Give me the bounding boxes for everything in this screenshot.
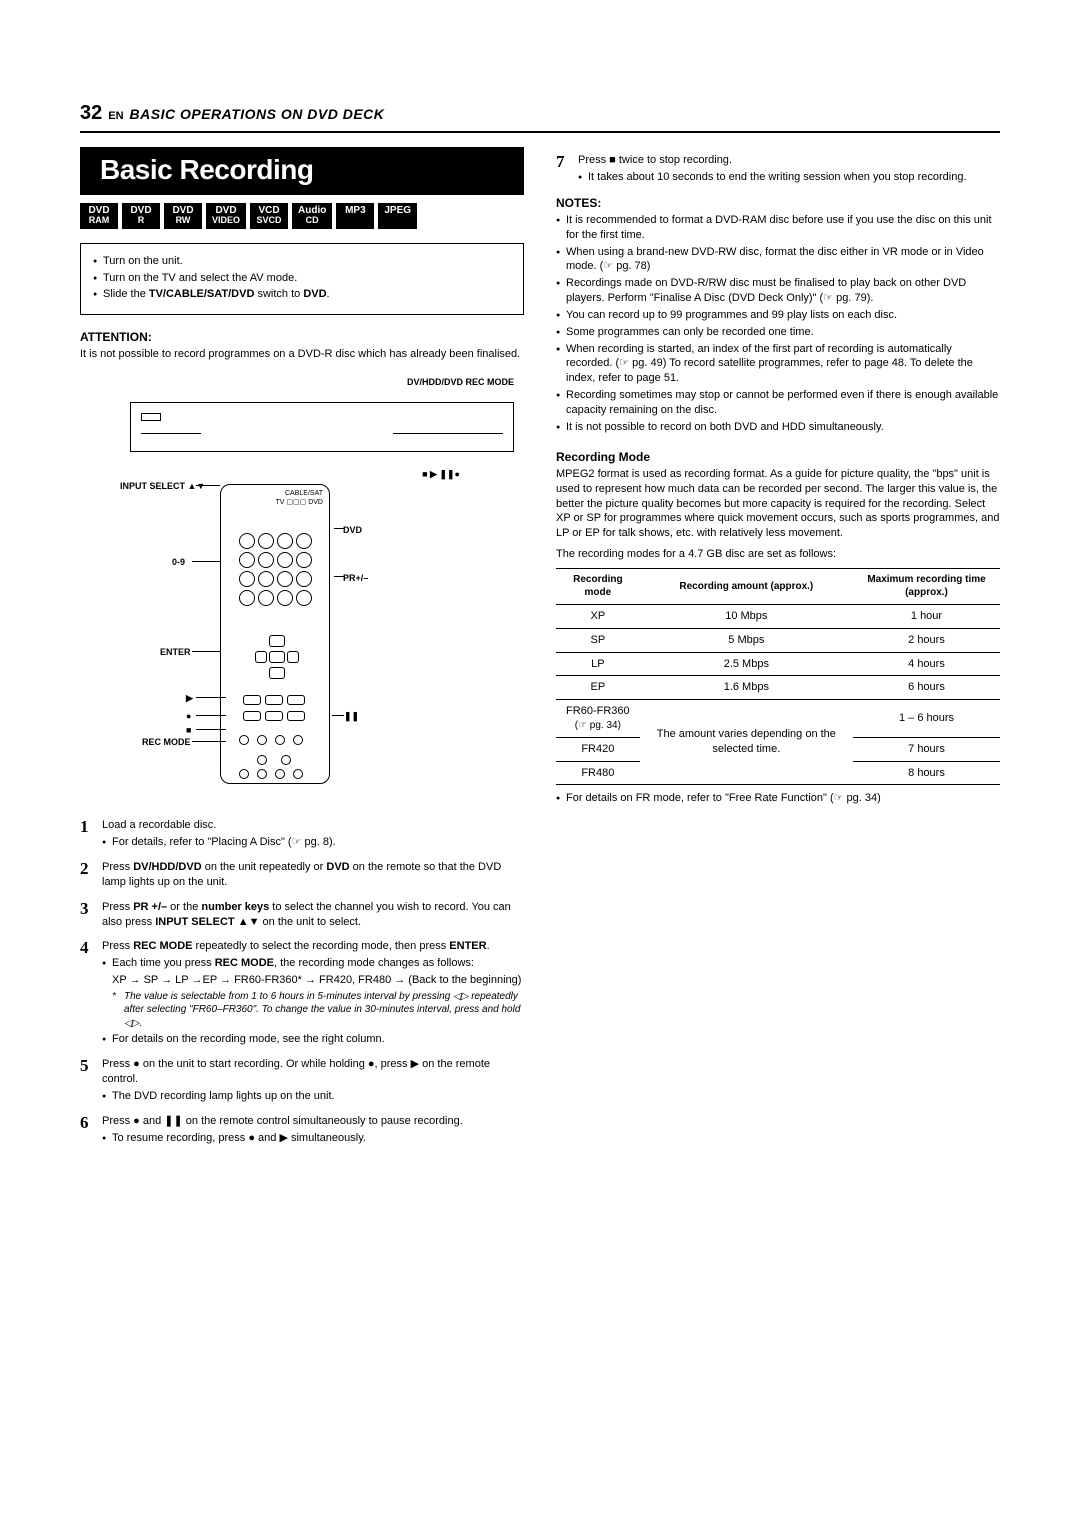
notes-list: It is recommended to format a DVD-RAM di… — [556, 213, 1000, 435]
recmode-para1: MPEG2 format is used as recording format… — [556, 467, 1000, 541]
recmode-heading: Recording Mode — [556, 449, 1000, 465]
attention-text: It is not possible to record programmes … — [80, 347, 524, 362]
format-badge: DVDR — [122, 203, 160, 229]
step-text: Press ● on the unit to start recording. … — [102, 1058, 490, 1085]
list-item: You can record up to 99 programmes and 9… — [556, 308, 1000, 323]
th-mode: Recording mode — [556, 568, 640, 604]
diagram-label-stop: ■ — [186, 724, 191, 736]
lang-code: EN — [108, 109, 123, 124]
recmode-tbody: XP10 Mbps1 hour SP5 Mbps2 hours LP2.5 Mb… — [556, 604, 1000, 784]
step-5: Press ● on the unit to start recording. … — [80, 1057, 524, 1104]
format-badge: DVDVIDEO — [206, 203, 246, 229]
diagram-label-play: ▶ — [186, 692, 193, 704]
diagram-label-tvdvd: TV ▢▢▢ DVD — [276, 498, 323, 507]
remote-outline: CABLE/SAT TV ▢▢▢ DVD — [220, 484, 330, 784]
diagram-label-dvd: DVD — [343, 524, 362, 536]
format-badge: DVDRAM — [80, 203, 118, 229]
steps-right: Press ■ twice to stop recording. It take… — [556, 153, 1000, 185]
step-4: Press REC MODE repeatedly to select the … — [80, 939, 524, 1047]
diagram-label-top: DV/HDD/DVD REC MODE — [407, 376, 514, 388]
format-badge: JPEG — [378, 203, 417, 229]
list-item: Some programmes can only be recorded one… — [556, 325, 1000, 340]
hardware-diagram: DV/HDD/DVD REC MODE INPUT SELECT ▲▼ ■ ▶ … — [80, 376, 524, 806]
diagram-label-rec: ● — [186, 710, 191, 722]
step-3: Press PR +/– or the number keys to selec… — [80, 900, 524, 930]
cell-fr-time1: 1 – 6 hours — [853, 700, 1000, 737]
topic-title: Basic Recording — [90, 147, 524, 195]
list-item: When recording is started, an index of t… — [556, 342, 1000, 387]
format-badge-row: DVDRAMDVDRDVDRWDVDVIDEOVCDSVCDAudioCDMP3… — [80, 203, 524, 229]
step-sub: For details, refer to "Placing A Disc" (… — [102, 835, 524, 850]
cell-fr-amount: The amount varies depending on the selec… — [640, 700, 853, 785]
setup-box: Turn on the unit. Turn on the TV and sele… — [80, 243, 524, 316]
diagram-label-input: INPUT SELECT ▲▼ — [120, 480, 205, 492]
list-item: It is recommended to format a DVD-RAM di… — [556, 213, 1000, 243]
step-2: Press DV/HDD/DVD on the unit repeatedly … — [80, 860, 524, 890]
setup-list: Turn on the unit. Turn on the TV and sele… — [93, 254, 511, 303]
table-row: XP10 Mbps1 hour — [556, 604, 1000, 628]
diagram-label-09: 0-9 — [172, 556, 185, 568]
after-table-note: For details on FR mode, refer to "Free R… — [556, 791, 1000, 806]
table-row: LP2.5 Mbps4 hours — [556, 652, 1000, 676]
step-text: Load a recordable disc. — [102, 819, 216, 831]
mode-chain: XP → SP → LP →EP → FR60-FR360* → FR420, … — [102, 973, 524, 988]
deck-outline — [130, 402, 514, 452]
step-text: Press REC MODE repeatedly to select the … — [102, 940, 490, 952]
step-sub: Each time you press REC MODE, the record… — [102, 956, 524, 971]
step-footnote: The value is selectable from 1 to 6 hour… — [112, 990, 524, 1031]
format-badge: AudioCD — [292, 203, 332, 229]
step-sub: To resume recording, press ● and ▶ simul… — [102, 1131, 524, 1146]
step-6: Press ● and ❚❚ on the remote control sim… — [80, 1114, 524, 1146]
recording-mode-table: Recording mode Recording amount (approx.… — [556, 568, 1000, 785]
notes-heading: NOTES — [556, 195, 1000, 211]
steps-left: Load a recordable disc. For details, ref… — [80, 818, 524, 1145]
list-item: Turn on the TV and select the AV mode. — [93, 271, 511, 286]
list-item: It is not possible to record on both DVD… — [556, 420, 1000, 435]
cell-fr60: FR60-FR360(☞ pg. 34) — [556, 700, 640, 737]
recmode-para2: The recording modes for a 4.7 GB disc ar… — [556, 547, 1000, 562]
diagram-label-pr: PR+/– — [343, 572, 368, 584]
list-item: For details on FR mode, refer to "Free R… — [556, 791, 1000, 806]
list-item: Slide the TV/CABLE/SAT/DVD switch to DVD… — [93, 287, 511, 302]
step-sub: The DVD recording lamp lights up on the … — [102, 1089, 524, 1104]
format-badge: DVDRW — [164, 203, 202, 229]
list-item: Recording sometimes may stop or cannot b… — [556, 388, 1000, 418]
th-time: Maximum recording time (approx.) — [853, 568, 1000, 604]
list-item: When using a brand-new DVD-RW disc, form… — [556, 245, 1000, 275]
attention-heading: ATTENTION — [80, 329, 524, 345]
page-number: 32 — [80, 100, 102, 127]
th-amount: Recording amount (approx.) — [640, 568, 853, 604]
step-1: Load a recordable disc. For details, ref… — [80, 818, 524, 850]
step-sub: It takes about 10 seconds to end the wri… — [578, 170, 1000, 185]
table-row: EP1.6 Mbps6 hours — [556, 676, 1000, 700]
list-item: Recordings made on DVD-R/RW disc must be… — [556, 276, 1000, 306]
table-row: SP5 Mbps2 hours — [556, 628, 1000, 652]
attention-block: ATTENTION It is not possible to record p… — [80, 329, 524, 362]
step-text: Press ■ twice to stop recording. — [578, 154, 732, 166]
table-row: FR60-FR360(☞ pg. 34) The amount varies d… — [556, 700, 1000, 737]
diagram-label-pause: ❚❚ — [344, 710, 359, 722]
diagram-label-transport: ■ ▶ ❚❚● — [422, 468, 460, 480]
step-text: Press ● and ❚❚ on the remote control sim… — [102, 1115, 463, 1127]
step-text: Press DV/HDD/DVD on the unit repeatedly … — [102, 861, 501, 888]
right-column: Press ■ twice to stop recording. It take… — [556, 147, 1000, 1155]
two-column-layout: Basic Recording DVDRAMDVDRDVDRWDVDVIDEOV… — [80, 147, 1000, 1155]
step-text: Press PR +/– or the number keys to selec… — [102, 901, 511, 928]
format-badge: MP3 — [336, 203, 374, 229]
step-sub: For details on the recording mode, see t… — [102, 1032, 524, 1047]
diagram-label-enter: ENTER — [160, 646, 191, 658]
section-title: BASIC OPERATIONS ON DVD DECK — [130, 105, 385, 124]
diagram-label-recmode: REC MODE — [142, 736, 191, 748]
page-header: 32 EN BASIC OPERATIONS ON DVD DECK — [80, 100, 1000, 133]
left-column: Basic Recording DVDRAMDVDRDVDRWDVDVIDEOV… — [80, 147, 524, 1155]
step-7: Press ■ twice to stop recording. It take… — [556, 153, 1000, 185]
list-item: Turn on the unit. — [93, 254, 511, 269]
format-badge: VCDSVCD — [250, 203, 288, 229]
